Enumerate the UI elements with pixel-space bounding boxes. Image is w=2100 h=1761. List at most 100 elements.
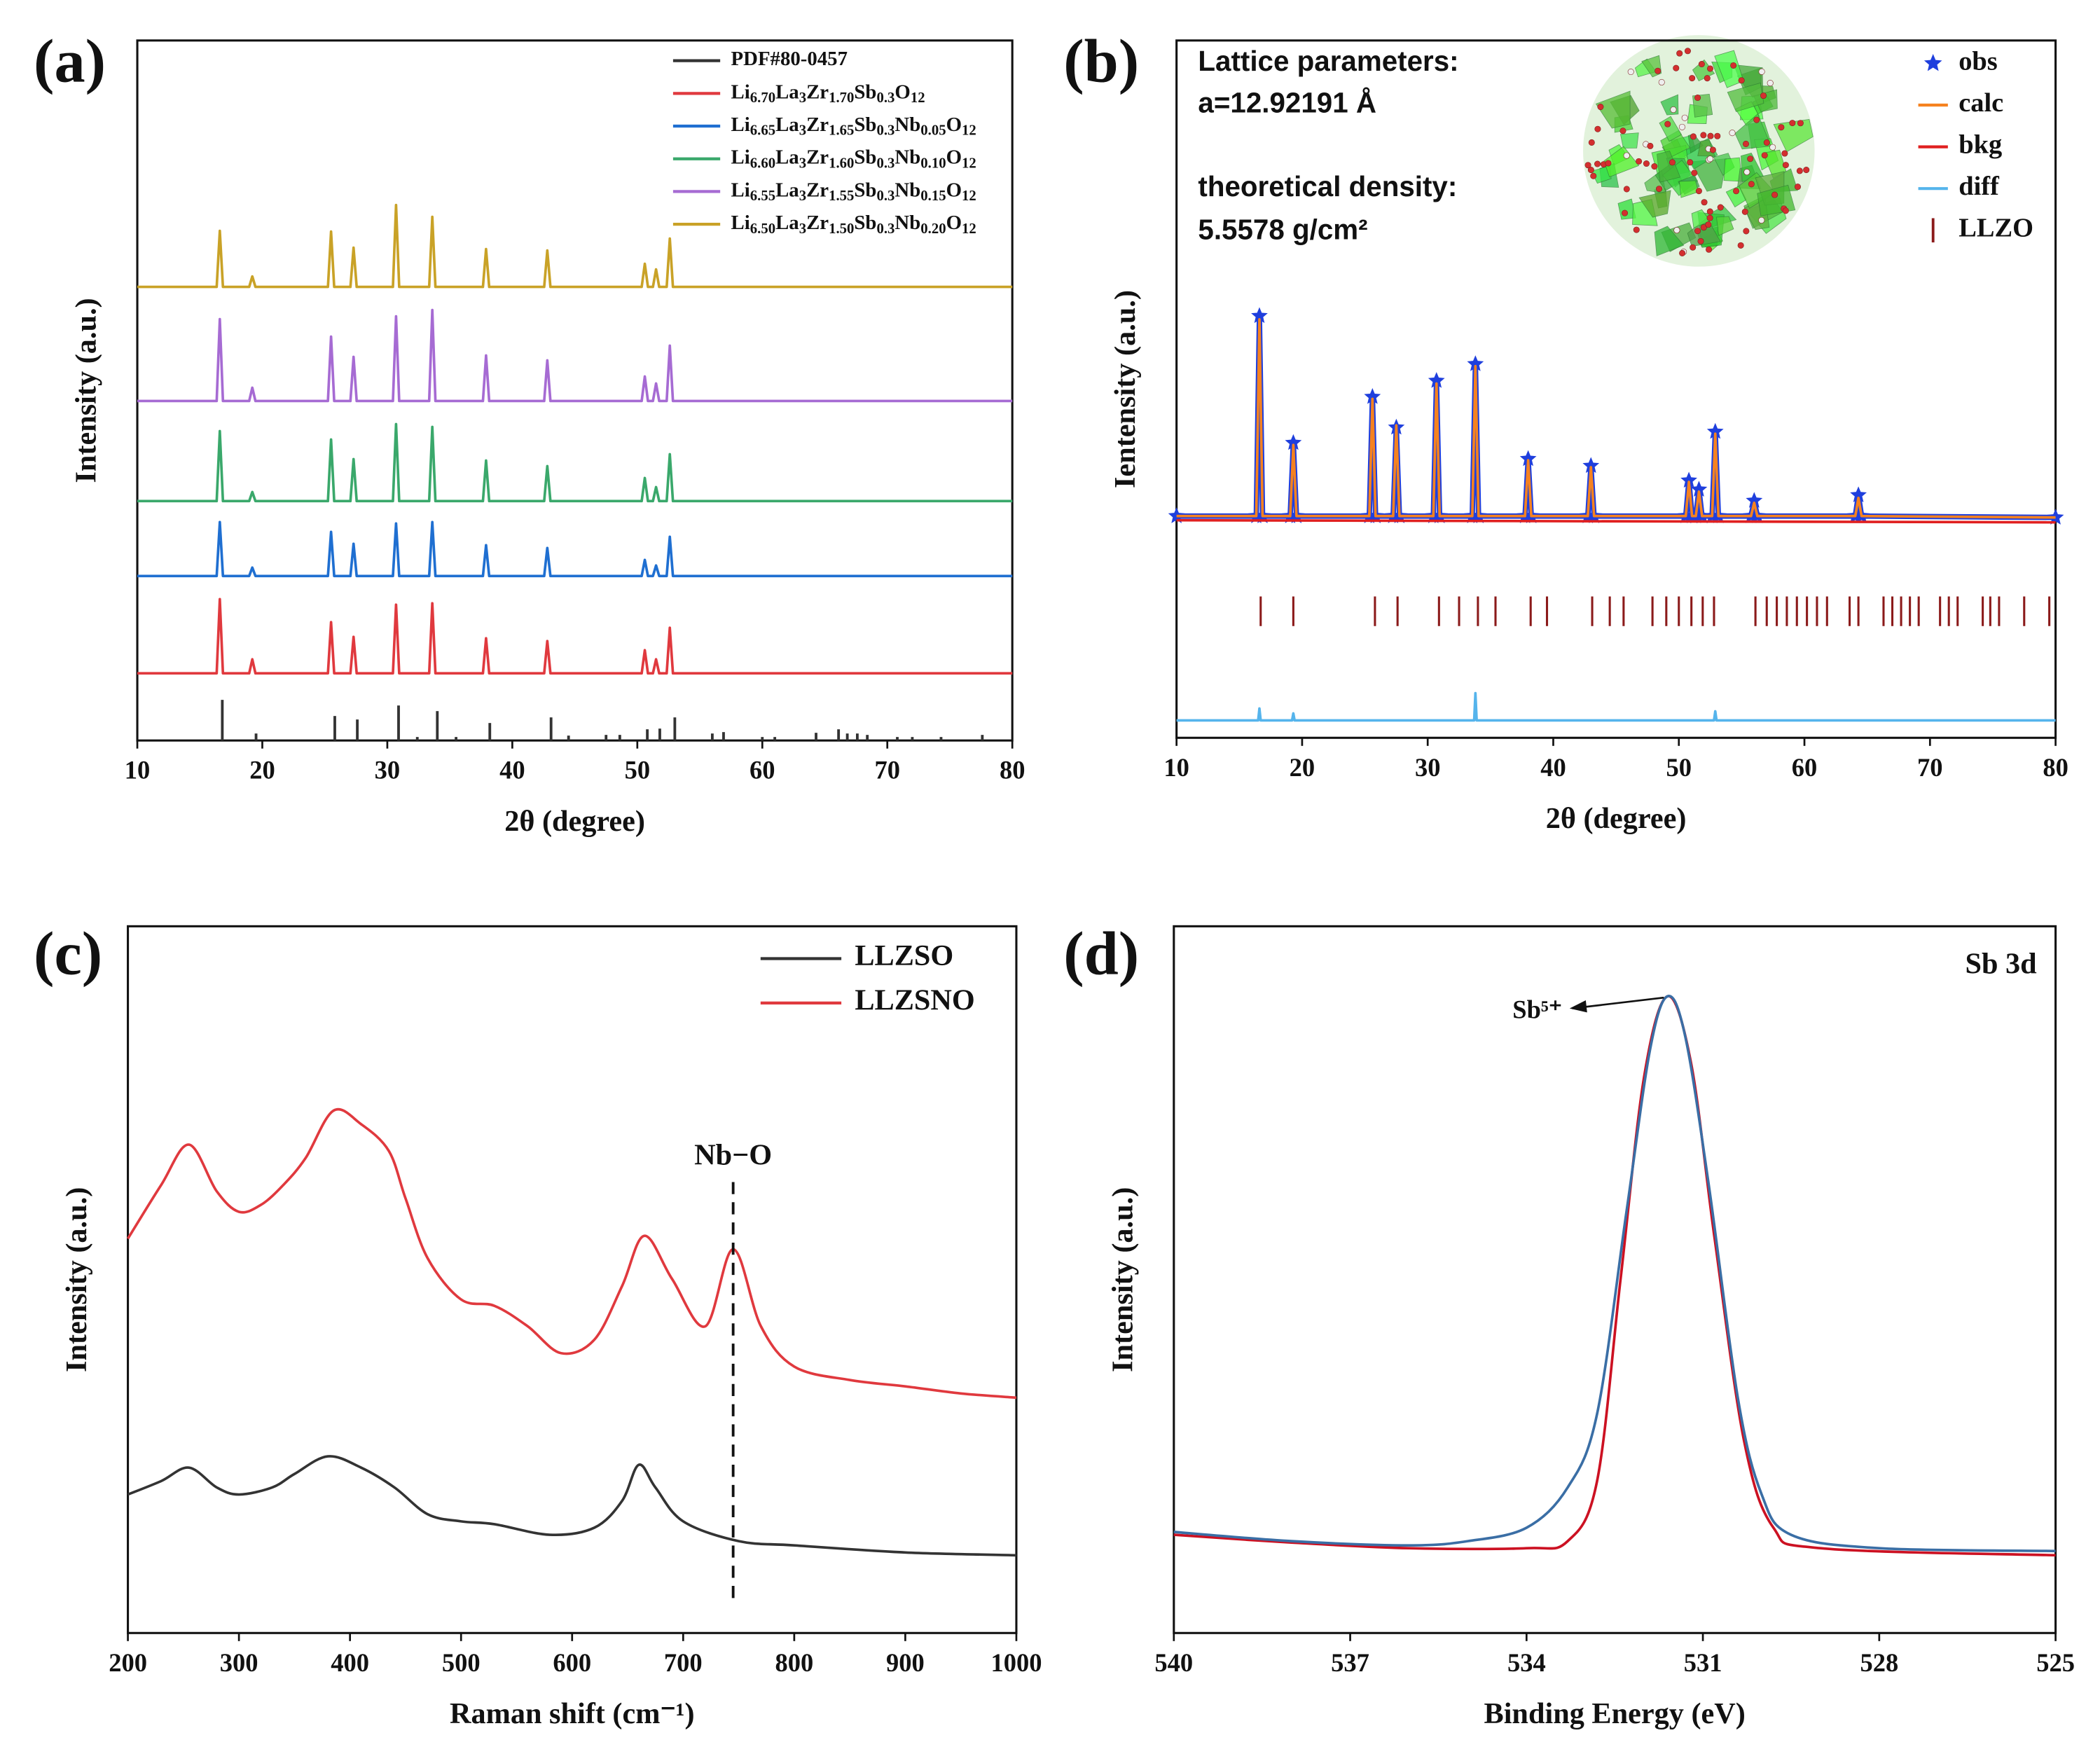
polyhedron [1619,132,1639,149]
x-tick-label: 525 [2036,1648,2075,1677]
plot-frame [1175,39,2057,739]
x-tick-label: 70 [1917,753,1943,782]
y-axis-label: Intensity (a.u.) [1106,1187,1139,1372]
polyhedron [1603,146,1640,178]
x-tick-label: 70 [874,756,900,785]
atom [1594,125,1601,132]
atom [1594,160,1601,167]
x-tick-label: 30 [1415,753,1441,782]
legend-label: Li6.50La3Zr1.50Sb0.3Nb0.20O12 [731,212,976,237]
plot-frame [136,39,1014,742]
atom [1676,50,1683,57]
x-tick-label: 80 [2043,753,2068,782]
annotation: 5.5578 g/cm² [1198,213,1367,245]
polyhedron [1716,216,1734,236]
atom [1584,162,1591,169]
annotation: Sb⁵⁺ [1512,995,1562,1024]
atom [1760,92,1767,99]
x-tick-label: 500 [442,1648,481,1677]
x-tick-label: 900 [886,1648,925,1677]
atom [1623,186,1630,193]
panel-label: (d) [1063,920,1139,988]
atom [1684,48,1691,55]
x-tick-label: 40 [1540,753,1566,782]
series-line [1176,518,2056,524]
obs-marker [1850,486,1867,502]
atom [1742,140,1750,147]
atom [1673,227,1680,234]
legend-marker [1923,54,1942,71]
legend-label: PDF#80-0457 [731,48,848,70]
x-tick-label: 60 [1792,753,1818,782]
obs-marker [1690,481,1708,497]
atom [1758,68,1765,75]
atom [1733,188,1740,195]
atom [1690,133,1697,140]
x-tick-label: 700 [664,1648,703,1677]
atom [1767,80,1774,87]
atom [1753,116,1760,123]
atom [1707,132,1714,139]
legend-label: Li6.60La3Zr1.60Sb0.3Nb0.10O12 [731,146,976,171]
polyhedron [1638,190,1671,218]
x-tick-label: 30 [375,756,401,785]
series-line [137,598,1013,675]
obs-marker [1428,372,1445,388]
atom [1796,167,1803,174]
x-tick-label: 60 [749,756,775,785]
atom [1669,159,1676,166]
atom [1590,172,1597,179]
atom [1778,124,1785,131]
polyhedron [1687,217,1721,247]
atom [1695,188,1702,195]
series-line [127,1107,1017,1400]
atom [1706,65,1714,72]
obs-marker [1582,457,1600,474]
series-line [137,308,1013,403]
series-line [137,422,1013,503]
atom [1717,204,1724,211]
legend-label: Li6.55La3Zr1.55Sb0.3Nb0.15O12 [731,179,976,204]
atom [1647,142,1654,149]
atom [1643,160,1650,167]
obs-marker [1285,434,1302,450]
atom [1697,237,1704,244]
atom [1627,69,1634,76]
atom [1747,156,1754,163]
atom [1700,224,1707,231]
obs-marker [1680,471,1697,488]
obs-marker [1251,307,1268,324]
atom [1633,226,1640,233]
x-tick-label: 50 [625,756,650,785]
x-tick-label: 200 [109,1648,147,1677]
y-axis-label: Ientensity (a.u.) [1109,290,1142,488]
legend-label: calc [1959,88,2003,118]
x-tick-label: 20 [249,756,275,785]
atom [1706,214,1713,221]
series-line [1176,318,2056,519]
plot-frame [1173,925,2057,1634]
legend-label: diff [1959,172,2000,201]
annotation: Lattice parameters: [1198,45,1458,77]
x-tick-label: 10 [125,756,151,785]
atom [1694,228,1701,235]
x-axis-label: 2θ (degree) [504,805,645,838]
obs-marker [1706,422,1724,439]
x-tick-label: 540 [1154,1648,1193,1677]
atom [1619,127,1626,134]
legend-label: LLZSO [855,939,953,972]
obs-marker [1467,355,1484,371]
atom [1597,104,1604,111]
panel-label: (c) [34,920,102,988]
atom [1797,120,1804,127]
x-tick-label: 537 [1331,1648,1369,1677]
polyhedron [1727,82,1764,112]
legend-label: bkg [1959,130,2002,159]
legend-label: obs [1959,46,1998,76]
series-line [137,520,1013,578]
atom [1678,123,1685,130]
atom [1794,184,1801,191]
legend-label: LLZSNO [855,984,974,1017]
panel-label: (b) [1063,27,1139,96]
